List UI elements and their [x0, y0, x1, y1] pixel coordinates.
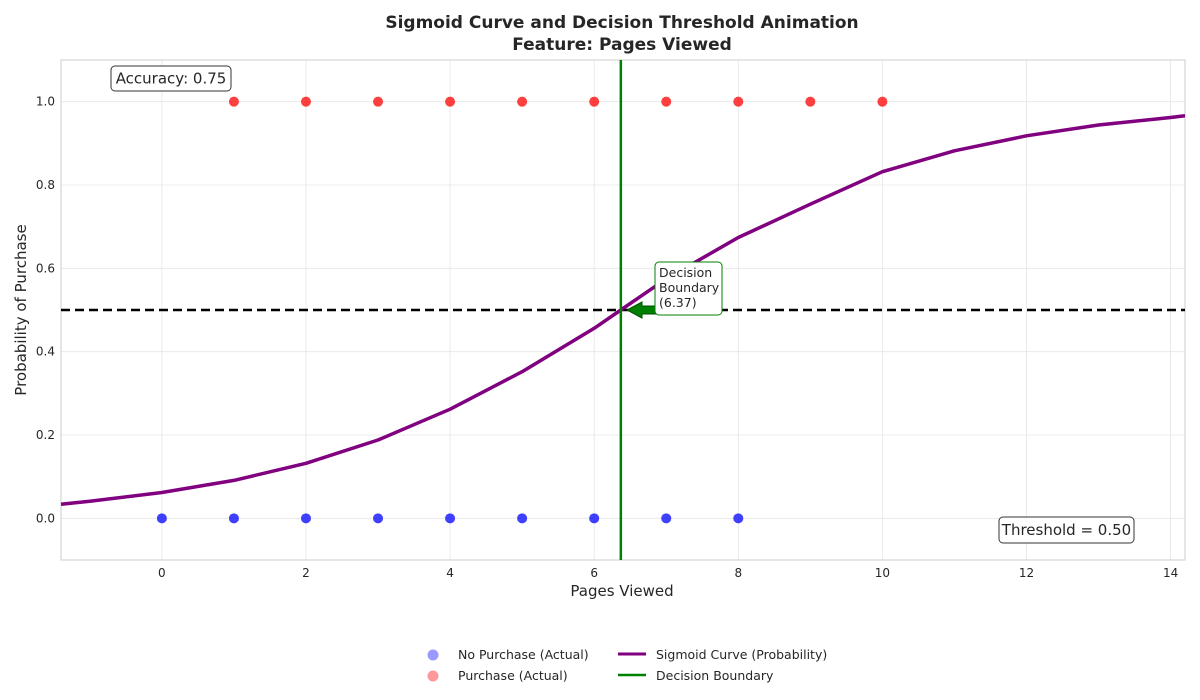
no-purchase-point	[661, 513, 672, 524]
threshold-label: Threshold = 0.50	[1001, 521, 1131, 539]
no-purchase-point	[228, 513, 239, 524]
legend-marker-purchase	[427, 670, 439, 682]
no-purchase-point	[589, 513, 600, 524]
tick-labels: 0 2 4 6 8 10 12 14 0.0 0.2 0.4 0.6 0.8 1.0	[36, 95, 1178, 580]
no-purchase-point	[733, 513, 744, 524]
no-purchase-point	[156, 513, 167, 524]
purchase-point	[228, 96, 239, 107]
decision-boundary-annotation: Decision Boundary (6.37)	[625, 261, 723, 319]
legend-label-purchase: Purchase (Actual)	[458, 668, 568, 683]
x-tick-label: 10	[875, 566, 890, 580]
y-tick-label: 0.2	[36, 428, 55, 442]
purchase-point	[300, 96, 311, 107]
purchase-point	[517, 96, 528, 107]
chart-title: Sigmoid Curve and Decision Threshold Ani…	[385, 13, 858, 33]
x-tick-label: 2	[302, 566, 310, 580]
x-tick-label: 8	[734, 566, 742, 580]
y-tick-label: 1.0	[36, 95, 55, 109]
chart-subtitle: Feature: Pages Viewed	[512, 35, 732, 55]
annotation-line-2: Boundary	[659, 280, 720, 295]
y-tick-label: 0.0	[36, 511, 55, 525]
y-axis-label: Probability of Purchase	[12, 224, 30, 395]
threshold-box: Threshold = 0.50	[998, 516, 1135, 544]
x-axis-label: Pages Viewed	[570, 582, 673, 600]
data-points	[156, 96, 888, 524]
legend-label-no-purchase: No Purchase (Actual)	[458, 647, 589, 662]
y-tick-label: 0.8	[36, 178, 55, 192]
no-purchase-point	[445, 513, 456, 524]
purchase-point	[589, 96, 600, 107]
legend-label-sigmoid: Sigmoid Curve (Probability)	[656, 647, 827, 662]
x-tick-label: 4	[446, 566, 454, 580]
purchase-point	[445, 96, 456, 107]
x-tick-label: 12	[1019, 566, 1034, 580]
y-tick-label: 0.4	[36, 345, 55, 359]
x-tick-label: 14	[1163, 566, 1178, 580]
grid	[61, 60, 1185, 560]
accuracy-label: Accuracy: 0.75	[116, 70, 227, 88]
x-tick-label: 6	[590, 566, 598, 580]
no-purchase-point	[517, 513, 528, 524]
purchase-point	[661, 96, 672, 107]
purchase-point	[733, 96, 744, 107]
purchase-point	[877, 96, 888, 107]
legend-label-boundary: Decision Boundary	[656, 668, 774, 683]
legend: No Purchase (Actual) Purchase (Actual) S…	[427, 647, 827, 683]
purchase-point	[373, 96, 384, 107]
x-tick-label: 0	[158, 566, 166, 580]
y-tick-label: 0.6	[36, 261, 55, 275]
purchase-point	[805, 96, 816, 107]
legend-marker-no-purchase	[427, 649, 439, 661]
annotation-line-1: Decision	[659, 265, 712, 280]
annotation-line-3: (6.37)	[659, 295, 697, 310]
no-purchase-point	[300, 513, 311, 524]
accuracy-box: Accuracy: 0.75	[110, 65, 232, 92]
no-purchase-point	[373, 513, 384, 524]
